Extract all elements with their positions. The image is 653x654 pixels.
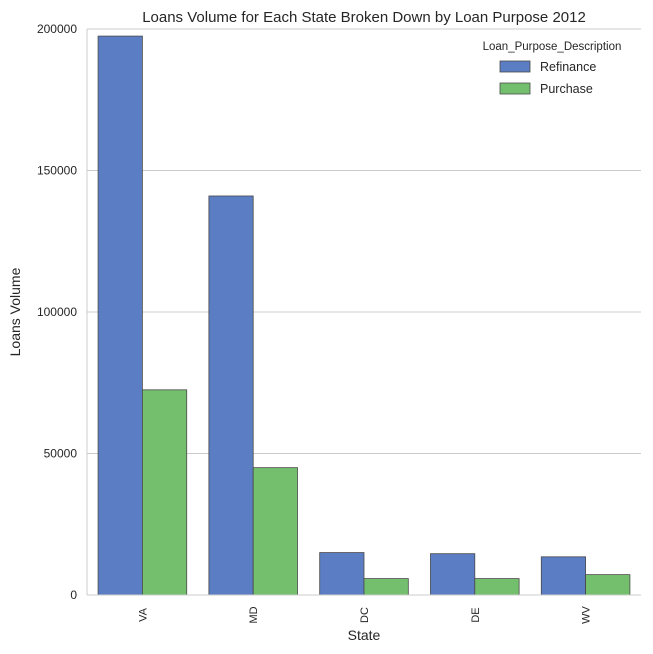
legend-title: Loan_Purpose_Description (483, 41, 622, 53)
x-tick-label: VA (137, 607, 149, 622)
bar-refinance-md (208, 195, 254, 596)
axes (86, 29, 641, 596)
y-tick-label: 0 (70, 588, 77, 602)
chart-title: Loans Volume for Each State Broken Down … (142, 9, 586, 26)
y-tick-label: 200000 (37, 22, 77, 36)
x-tick-label: MD (248, 606, 260, 623)
legend-swatch-refinance (499, 60, 531, 73)
x-axis-label: State (348, 627, 381, 643)
legend: Loan_Purpose_Description Refinance Purcha… (483, 41, 622, 96)
bar-refinance-de (430, 553, 476, 596)
y-tick-label: 100000 (37, 305, 77, 319)
y-tick-label: 150000 (37, 164, 77, 178)
bar-purchase-wv (585, 574, 631, 596)
x-tick-label: WV (581, 605, 593, 623)
bar-purchase-dc (363, 578, 409, 596)
y-tick-label: 50000 (44, 447, 78, 461)
bar-purchase-de (474, 578, 520, 596)
legend-label-refinance: Refinance (540, 60, 596, 74)
x-tick-labels: VA MD DC DE WV (137, 605, 592, 623)
x-tick-label: DE (470, 607, 482, 622)
bar-purchase-va (141, 389, 188, 596)
bars (97, 35, 631, 596)
x-tick-label: DC (359, 607, 371, 623)
bar-refinance-va (97, 35, 143, 596)
y-tick-labels: 0 50000 100000 150000 200000 (37, 22, 77, 602)
bar-refinance-dc (319, 552, 365, 596)
y-axis-label: Loans Volume (7, 267, 23, 356)
legend-label-purchase: Purchase (540, 82, 593, 96)
bar-purchase-md (252, 467, 298, 596)
bar-refinance-wv (540, 556, 587, 596)
legend-swatch-purchase (499, 82, 531, 95)
gridlines (87, 28, 641, 454)
